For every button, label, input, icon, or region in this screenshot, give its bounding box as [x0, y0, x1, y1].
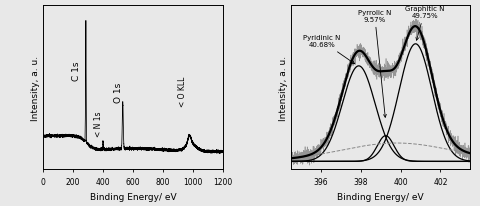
Y-axis label: Intensity, a. u.: Intensity, a. u.	[31, 55, 40, 120]
Text: O 1s: O 1s	[114, 82, 123, 102]
Text: Pyridinic N
40.68%: Pyridinic N 40.68%	[303, 35, 355, 64]
Text: Pyrrolic N
9.57%: Pyrrolic N 9.57%	[358, 10, 391, 118]
Text: < N 1s: < N 1s	[94, 111, 103, 136]
Text: < O KLL: < O KLL	[178, 77, 187, 107]
Text: C 1s: C 1s	[72, 61, 81, 81]
Text: Graphitic N
49.75%: Graphitic N 49.75%	[405, 6, 444, 41]
X-axis label: Binding Energy/ eV: Binding Energy/ eV	[337, 192, 424, 201]
Y-axis label: Intensity, a. u.: Intensity, a. u.	[279, 55, 288, 120]
X-axis label: Binding Energy/ eV: Binding Energy/ eV	[90, 192, 176, 201]
